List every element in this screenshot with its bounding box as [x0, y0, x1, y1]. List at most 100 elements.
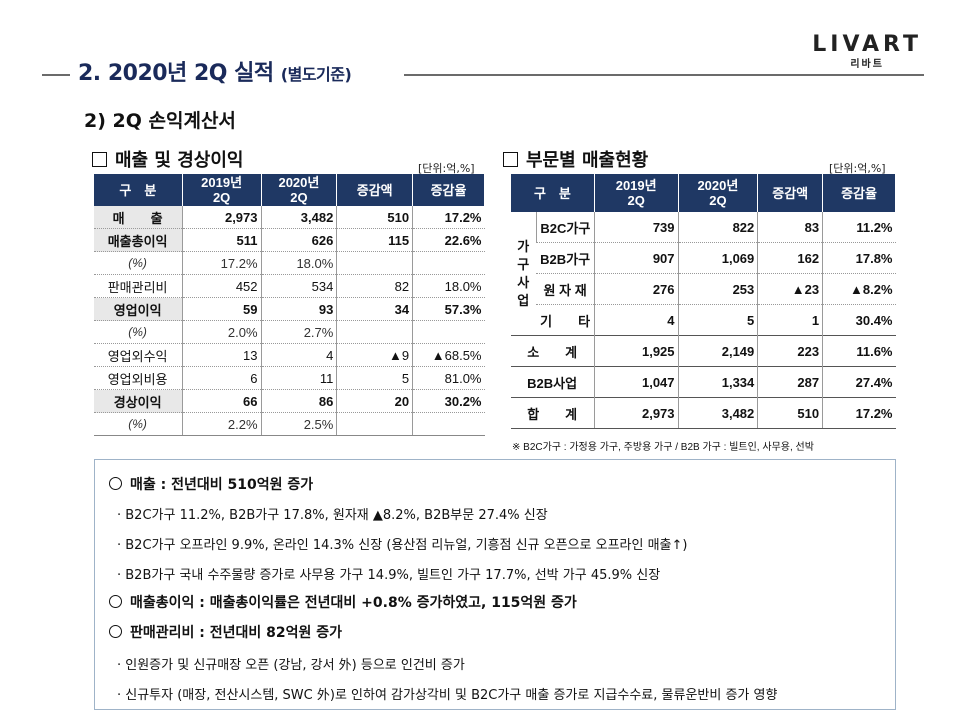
- value-diff: 510: [757, 397, 823, 429]
- summary-bullet: · B2C가구 11.2%, B2B가구 17.8%, 원자재 ▲8.2%, B…: [117, 504, 548, 523]
- value-2019: 739: [593, 212, 679, 243]
- summary-text: · 인원증가 및 신규매장 오픈 (강남, 강서 外) 등으로 인건비 증가: [117, 658, 465, 673]
- segment-table-header: 구 분 2019년 2Q 2020년 2Q 증감액 증감율: [510, 174, 896, 212]
- value-rate: 17.8%: [822, 242, 896, 274]
- value-rate: ▲68.5%: [412, 343, 485, 367]
- summary-text: · 신규투자 (매장, 전산시스템, SWC 外)로 인하여 감가상각비 및 B…: [117, 688, 778, 703]
- value-diff: 82: [336, 274, 413, 298]
- table-row: B2B가구 907 1,069 162 17.8%: [511, 242, 896, 274]
- value-2020: 253: [677, 273, 758, 305]
- value-diff: ▲9: [336, 343, 413, 367]
- income-table-header: 구 분 2019년 2Q 2020년 2Q 증감액 증감율: [93, 174, 485, 206]
- value-2020: 18.0%: [260, 251, 337, 275]
- value-rate: 30.2%: [412, 389, 485, 413]
- summary-text: 매출총이익 : 매출총이익률은 전년대비 +0.8% 증가하였고, 115억원 …: [130, 595, 577, 611]
- income-table: 구 분 2019년 2Q 2020년 2Q 증감액 증감율 매 출 2,973 3,…: [93, 174, 485, 436]
- header-cell: 구 분: [510, 174, 595, 212]
- page-title-sub: (별도기준): [280, 65, 352, 84]
- value-2019: 511: [181, 228, 262, 252]
- row-label: 영업외비용: [93, 366, 183, 390]
- value-2020: 2.7%: [260, 320, 337, 344]
- row-label: 합 계: [510, 397, 595, 429]
- value-rate: [412, 251, 485, 275]
- table-row: 원 자 재 276 253 ▲23 ▲8.2%: [511, 273, 896, 305]
- value-2019: 1,047: [593, 366, 679, 398]
- segment-unit: [단위:억,%]: [829, 162, 886, 175]
- table-row: 매 출 2,973 3,482 510 17.2%: [93, 206, 485, 229]
- value-diff: 162: [757, 242, 823, 274]
- summary-heading: 매출총이익 : 매출총이익률은 전년대비 +0.8% 증가하였고, 115억원 …: [109, 592, 577, 612]
- value-2020: 1,069: [677, 242, 758, 274]
- value-2020: 3,482: [260, 206, 337, 229]
- row-label: B2C가구: [535, 212, 595, 243]
- header-cell: 증감액: [336, 174, 414, 206]
- value-2020: 822: [677, 212, 758, 243]
- group-label: 가구사업: [510, 212, 537, 336]
- value-rate: [412, 320, 485, 344]
- value-diff: ▲23: [757, 273, 823, 305]
- value-diff: 115: [336, 228, 413, 252]
- summary-heading: 매출 : 전년대비 510억원 증가: [109, 474, 313, 494]
- row-label: B2B사업: [510, 366, 595, 398]
- value-2019: 17.2%: [181, 251, 262, 275]
- header-cell-text: 2019년 2Q: [615, 178, 657, 208]
- header-cell-text: 2019년 2Q: [201, 175, 243, 205]
- header-rule-right: [404, 74, 924, 76]
- header-cell: 구 분: [93, 174, 183, 206]
- checkbox-square-icon: [503, 152, 518, 167]
- checkbox-square-icon: [92, 152, 107, 167]
- segment-table-title: 부문별 매출현황: [503, 146, 648, 172]
- row-label: 판매관리비: [93, 274, 183, 298]
- row-label: (%): [93, 412, 183, 436]
- value-diff: 5: [336, 366, 413, 390]
- table-row: (%) 2.0% 2.7%: [93, 320, 485, 344]
- logo-text-en: LIVART: [812, 32, 922, 57]
- row-label: 원 자 재: [536, 273, 595, 305]
- livart-logo: LIVART 리바트: [812, 32, 922, 70]
- value-2019: 452: [181, 274, 262, 298]
- circle-bullet-icon: [109, 595, 122, 608]
- row-label: 기 타: [536, 304, 595, 336]
- value-2020: 86: [260, 389, 337, 413]
- summary-box: 매출 : 전년대비 510억원 증가 · B2C가구 11.2%, B2B가구 1…: [94, 459, 896, 710]
- summary-bullet: · 신규투자 (매장, 전산시스템, SWC 外)로 인하여 감가상각비 및 B…: [117, 684, 777, 703]
- value-rate: 22.6%: [412, 228, 485, 252]
- header-cell: 2019년 2Q: [181, 174, 262, 206]
- circle-bullet-icon: [109, 477, 122, 490]
- value-2019: 66: [181, 389, 262, 413]
- value-rate: 81.0%: [412, 366, 485, 390]
- page-title: 2. 2020년 2Q 실적 (별도기준): [78, 55, 352, 87]
- header-cell: 2020년 2Q: [260, 174, 338, 206]
- income-table-title: 매출 및 경상이익: [92, 146, 243, 172]
- header-cell: 증감액: [757, 174, 824, 212]
- summary-text: · B2C가구 오프라인 9.9%, 온라인 14.3% 신장 (용산점 리뉴얼…: [117, 538, 688, 553]
- circle-bullet-icon: [109, 625, 122, 638]
- section-title: 2) 2Q 손익계산서: [84, 110, 236, 132]
- value-2019: 2.0%: [181, 320, 262, 344]
- row-label: (%): [93, 320, 183, 344]
- value-2019: 4: [593, 304, 679, 336]
- page-title-main: 2. 2020년 2Q 실적: [78, 61, 274, 86]
- table-row: 기 타 4 5 1 30.4%: [511, 304, 896, 336]
- table-row: 영업외수익 13 4 ▲9 ▲68.5%: [93, 343, 485, 367]
- value-2019: 907: [593, 242, 679, 274]
- value-2020: 1,334: [677, 366, 758, 398]
- value-2020: 5: [677, 304, 758, 336]
- table-row: (%) 17.2% 18.0%: [93, 251, 485, 275]
- header-cell: 2019년 2Q: [593, 174, 679, 212]
- value-2020: 4: [260, 343, 337, 367]
- segment-table: 구 분 2019년 2Q 2020년 2Q 증감액 증감율 가구사업 B2C가구 7…: [510, 174, 896, 429]
- group-label-text: 가구사업: [517, 238, 530, 308]
- value-diff: 287: [757, 366, 823, 398]
- table-row: B2B사업 1,047 1,334 287 27.4%: [510, 366, 896, 398]
- summary-heading: 판매관리비 : 전년대비 82억원 증가: [109, 622, 342, 642]
- value-2020: 2,149: [677, 335, 758, 367]
- value-diff: 34: [336, 297, 413, 321]
- value-rate: 27.4%: [822, 366, 896, 398]
- row-label: 경상이익: [93, 389, 183, 413]
- logo-text-ko: 리바트: [850, 59, 884, 70]
- value-rate: 11.2%: [822, 212, 896, 243]
- summary-text: · B2C가구 11.2%, B2B가구 17.8%, 원자재 ▲8.2%, B…: [117, 508, 548, 523]
- header-rule-left: [42, 74, 70, 76]
- value-rate: 11.6%: [822, 335, 896, 367]
